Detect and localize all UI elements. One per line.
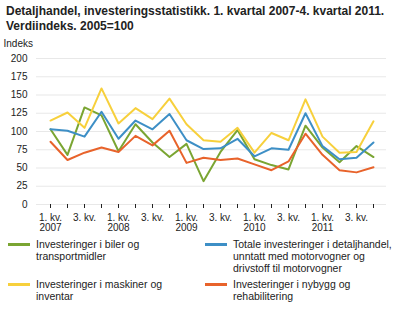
svg-text:150: 150	[11, 89, 28, 100]
svg-text:1. kv.2009: 1. kv.2009	[175, 212, 198, 233]
svg-text:125: 125	[11, 107, 28, 118]
svg-text:175: 175	[11, 71, 28, 82]
html-text:Totale investeringer i detaljh: Totale investeringer i detaljhandel, unn…	[233, 238, 392, 274]
svg-text:100: 100	[11, 126, 28, 137]
svg-text:3. kv.: 3. kv.	[141, 212, 164, 223]
svg-text:3. kv.: 3. kv.	[345, 212, 368, 223]
svg-text:25: 25	[16, 180, 28, 191]
svg-text:1. kv.2010: 1. kv.2010	[243, 212, 266, 233]
svg-text:3. kv.: 3. kv.	[73, 212, 96, 223]
svg-text:1. kv.2007: 1. kv.2007	[39, 212, 62, 233]
html-text:Investeringer i maskiner og in: Investeringer i maskiner og inventar	[36, 278, 163, 302]
svg-text:Indeks: Indeks	[4, 38, 33, 49]
html-text:Investeringer i biler og trans: Investeringer i biler og transportmidler	[36, 238, 140, 262]
svg-text:1. kv.2011: 1. kv.2011	[311, 212, 334, 233]
html-text:Detaljhandel, investeringsstat: Detaljhandel, investeringsstatistikk. 1.…	[6, 4, 385, 33]
svg-text:3. kv.: 3. kv.	[209, 212, 232, 223]
svg-text:1. kv.2008: 1. kv.2008	[107, 212, 130, 233]
svg-text:50: 50	[16, 162, 28, 173]
svg-text:75: 75	[16, 144, 28, 155]
svg-text:3. kv.: 3. kv.	[277, 212, 300, 223]
svg-text:200: 200	[11, 53, 28, 64]
html-text:Investeringer i nybygg og reha: Investeringer i nybygg og rehabilitering	[233, 278, 351, 302]
svg-text:0: 0	[22, 199, 28, 210]
